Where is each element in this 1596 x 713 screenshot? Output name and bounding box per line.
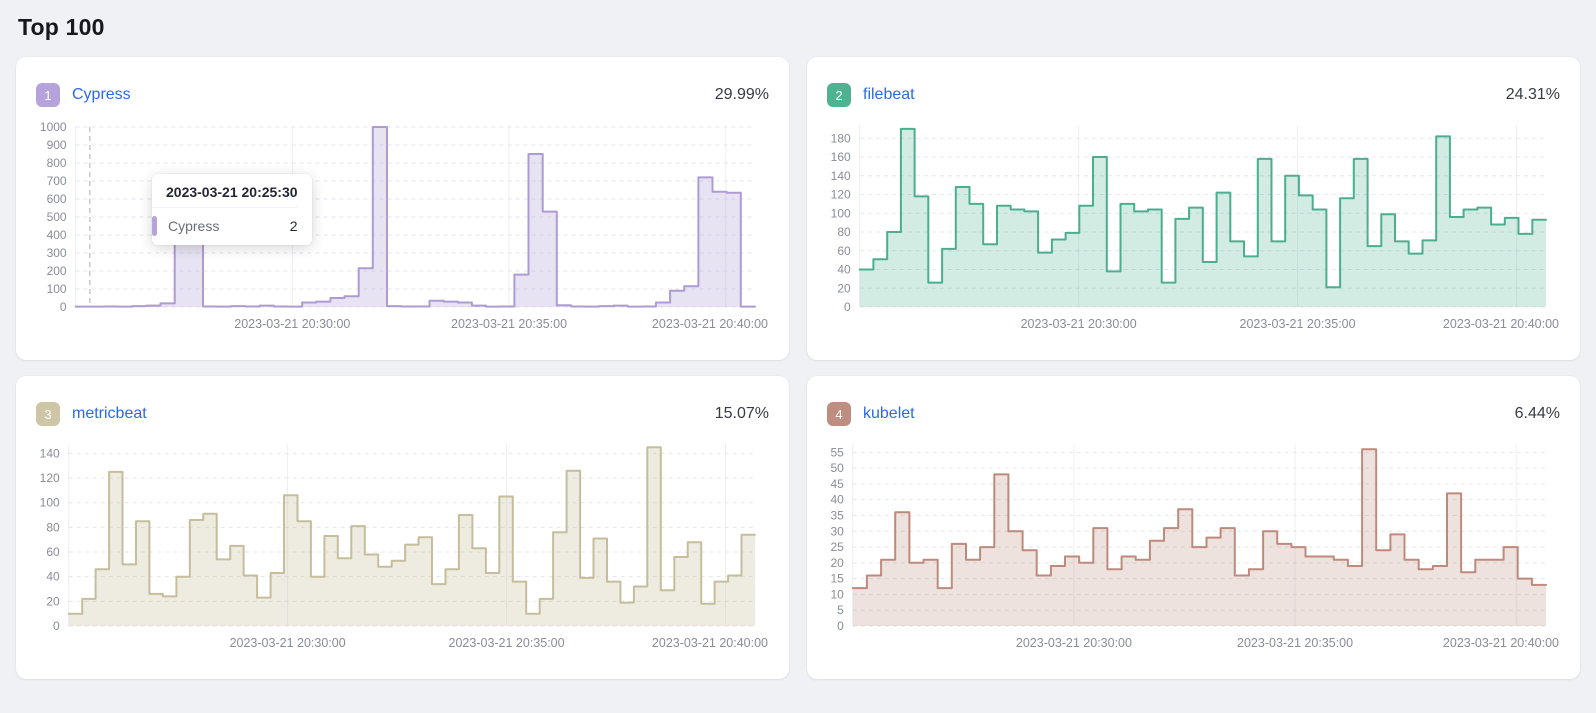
svg-text:20: 20 <box>46 594 60 608</box>
tooltip-series-name: Cypress <box>168 218 220 234</box>
svg-text:2023-03-21 20:40:00: 2023-03-21 20:40:00 <box>652 317 768 331</box>
svg-text:5: 5 <box>837 603 844 617</box>
svg-text:140: 140 <box>40 446 60 460</box>
rank-badge: 2 <box>827 83 851 107</box>
svg-text:800: 800 <box>47 156 67 170</box>
svg-text:30: 30 <box>830 524 844 538</box>
svg-text:2023-03-21 20:35:00: 2023-03-21 20:35:00 <box>1240 317 1356 331</box>
chart-card-metricbeat: 3 metricbeat 15.07% 0 20 40 60 80 100 120 140 20… <box>16 376 789 679</box>
percent-value: 24.31% <box>1505 86 1560 103</box>
dashboard-page: Top 100 1 Cypress 29.99% 0 100 200 300 400 50… <box>16 14 1580 679</box>
page-title: Top 100 <box>18 14 105 40</box>
svg-text:500: 500 <box>47 210 67 224</box>
tooltip-series-row: Cypress 2 <box>152 207 298 236</box>
series-link-filebeat[interactable]: filebeat <box>863 86 915 103</box>
series-link-kubelet[interactable]: kubelet <box>863 405 915 422</box>
percent-value: 29.99% <box>714 86 769 103</box>
rank-badge: 4 <box>827 402 851 426</box>
tooltip-timestamp: 2023-03-21 20:25:30 <box>166 184 298 200</box>
svg-text:120: 120 <box>40 471 60 485</box>
svg-text:45: 45 <box>830 477 844 491</box>
svg-text:700: 700 <box>47 174 67 188</box>
svg-text:2023-03-21 20:40:00: 2023-03-21 20:40:00 <box>1443 636 1559 650</box>
chart-cypress[interactable]: 0 100 200 300 400 500 600 700 800 900 1000 2023-03-… <box>36 121 769 335</box>
svg-text:2023-03-21 20:30:00: 2023-03-21 20:30:00 <box>234 317 350 331</box>
series-link-cypress[interactable]: Cypress <box>72 86 131 103</box>
svg-text:2023-03-21 20:35:00: 2023-03-21 20:35:00 <box>449 636 565 650</box>
svg-text:2023-03-21 20:40:00: 2023-03-21 20:40:00 <box>1443 317 1559 331</box>
chart-metricbeat[interactable]: 0 20 40 60 80 100 120 140 2023-03-21 20:30:00 202… <box>36 440 769 654</box>
series-color-mark <box>152 216 157 236</box>
svg-text:400: 400 <box>47 228 67 242</box>
card-header: 3 metricbeat 15.07% <box>36 402 769 426</box>
chart-canvas: 0 20 40 60 80 100 120 140 160 180 2023-03-21 20:30… <box>831 125 1559 331</box>
svg-text:10: 10 <box>830 587 844 601</box>
svg-text:40: 40 <box>46 570 60 584</box>
svg-text:100: 100 <box>40 496 60 510</box>
card-header: 4 kubelet 6.44% <box>827 402 1560 426</box>
percent-value: 6.44% <box>1514 405 1560 422</box>
svg-text:50: 50 <box>830 461 844 475</box>
series-link-metricbeat[interactable]: metricbeat <box>72 405 147 422</box>
svg-text:600: 600 <box>47 192 67 206</box>
svg-text:120: 120 <box>831 188 851 202</box>
svg-text:2023-03-21 20:30:00: 2023-03-21 20:30:00 <box>1021 317 1137 331</box>
chart-card-filebeat: 2 filebeat 24.31% 0 20 40 60 80 100 120 140 160 1… <box>807 57 1580 360</box>
card-header: 2 filebeat 24.31% <box>827 83 1560 107</box>
svg-text:2023-03-21 20:35:00: 2023-03-21 20:35:00 <box>1237 636 1353 650</box>
svg-text:55: 55 <box>830 445 844 459</box>
svg-text:15: 15 <box>830 572 844 586</box>
svg-text:100: 100 <box>831 206 851 220</box>
svg-text:200: 200 <box>47 264 67 278</box>
svg-text:2023-03-21 20:40:00: 2023-03-21 20:40:00 <box>652 636 768 650</box>
svg-text:160: 160 <box>831 150 851 164</box>
svg-text:900: 900 <box>47 138 67 152</box>
svg-text:2023-03-21 20:30:00: 2023-03-21 20:30:00 <box>1016 636 1132 650</box>
svg-text:300: 300 <box>47 246 67 260</box>
svg-text:20: 20 <box>830 556 844 570</box>
percent-value: 15.07% <box>714 405 769 422</box>
svg-text:35: 35 <box>830 508 844 522</box>
svg-text:80: 80 <box>46 520 60 534</box>
tooltip-series-value: 2 <box>289 218 298 234</box>
chart-canvas: 0 100 200 300 400 500 600 700 800 900 1000 2023-03-… <box>40 121 768 331</box>
rank-badge: 3 <box>36 402 60 426</box>
svg-text:80: 80 <box>837 225 851 239</box>
chart-kubelet[interactable]: 0 5 10 15 20 25 30 35 40 45 50 55 2023-03-21 20:30:0… <box>827 440 1560 654</box>
cards-grid: 1 Cypress 29.99% 0 100 200 300 400 500 600 700 8… <box>16 57 1580 679</box>
svg-text:2023-03-21 20:30:00: 2023-03-21 20:30:00 <box>230 636 346 650</box>
svg-text:40: 40 <box>830 493 844 507</box>
svg-text:1000: 1000 <box>40 121 67 134</box>
svg-text:40: 40 <box>837 263 851 277</box>
svg-text:180: 180 <box>831 131 851 145</box>
svg-text:60: 60 <box>46 545 60 559</box>
chart-card-kubelet: 4 kubelet 6.44% 0 5 10 15 20 25 30 35 40 45 50 55 20… <box>807 376 1580 679</box>
svg-text:25: 25 <box>830 540 844 554</box>
card-header: 1 Cypress 29.99% <box>36 83 769 107</box>
svg-text:100: 100 <box>47 282 67 296</box>
svg-text:60: 60 <box>837 244 851 258</box>
chart-tooltip: 2023-03-21 20:25:30 Cypress 2 <box>152 174 312 245</box>
svg-text:0: 0 <box>844 300 851 314</box>
chart-card-cypress: 1 Cypress 29.99% 0 100 200 300 400 500 600 700 8… <box>16 57 789 360</box>
chart-filebeat[interactable]: 0 20 40 60 80 100 120 140 160 180 2023-03-21 20:30… <box>827 121 1560 335</box>
svg-text:2023-03-21 20:35:00: 2023-03-21 20:35:00 <box>451 317 567 331</box>
rank-badge: 1 <box>36 83 60 107</box>
chart-canvas: 0 20 40 60 80 100 120 140 2023-03-21 20:30:00 202… <box>40 444 768 650</box>
svg-text:140: 140 <box>831 169 851 183</box>
svg-text:0: 0 <box>837 619 844 633</box>
svg-text:20: 20 <box>837 281 851 295</box>
svg-text:0: 0 <box>60 300 67 314</box>
svg-text:0: 0 <box>53 619 60 633</box>
